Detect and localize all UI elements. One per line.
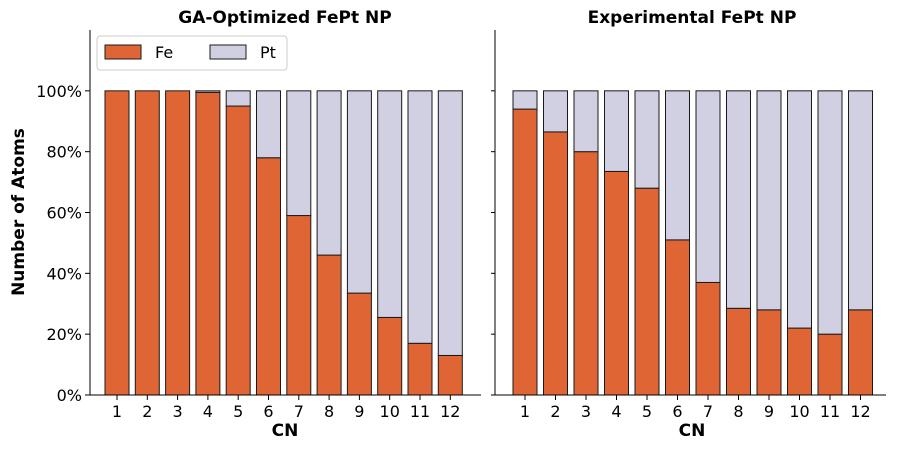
ticks-exp: 1 2 3 4 5 6 7 8 9 10 11 12: [491, 90, 871, 421]
x-tick-label: 12: [440, 402, 460, 421]
y-axis-label: Number of Atoms: [9, 128, 29, 296]
x-tick-label: 5: [233, 402, 243, 421]
bars-ga: [104, 90, 463, 396]
y-tick-label: 40%: [46, 264, 82, 283]
x-tick-label: 4: [203, 402, 213, 421]
x-tick-label: 1: [520, 402, 530, 421]
bar-fe-cn-4: [195, 91, 221, 396]
x-tick-label: 6: [263, 402, 273, 421]
bar-pt-cn-4: [195, 90, 221, 93]
bar-pt-cn-1: [512, 90, 538, 110]
bar-pt-cn-10: [377, 90, 403, 318]
bar-pt-cn-4: [604, 90, 629, 172]
bar-pt-cn-2: [543, 90, 568, 133]
bar-pt-cn-12: [848, 90, 873, 311]
bar-fe-cn-5: [634, 187, 660, 396]
bar-fe-cn-8: [726, 307, 751, 396]
x-axis-label-ga: CN: [272, 421, 299, 441]
bars-exp: [512, 90, 873, 396]
axes-ga: [89, 30, 481, 396]
bar-fe-cn-12: [848, 309, 873, 396]
panel-experimental: Experimental FePt NP CN 1 2 3 4 5 6 7 8 9 10 11 12: [491, 8, 886, 441]
x-tick-label: 9: [764, 402, 774, 421]
x-tick-label: 5: [642, 402, 652, 421]
legend: Fe Pt: [96, 35, 288, 71]
x-tick-label: 3: [581, 402, 591, 421]
chart-title-ga: GA-Optimized FePt NP: [178, 8, 391, 28]
x-tick-label: 6: [672, 402, 682, 421]
x-tick-label: 3: [173, 402, 183, 421]
x-tick-label: 12: [850, 402, 870, 421]
y-tick-label: 80%: [46, 143, 82, 162]
bar-fe-cn-4: [604, 170, 629, 396]
x-tick-label: 8: [324, 402, 334, 421]
legend-label-fe: Fe: [155, 43, 173, 62]
chart-title-exp: Experimental FePt NP: [588, 8, 797, 28]
bar-pt-cn-6: [665, 90, 690, 241]
y-tick-label: 20%: [46, 325, 82, 344]
bar-fe-cn-9: [756, 309, 782, 396]
bar-pt-cn-11: [817, 90, 843, 335]
bar-fe-cn-12: [437, 354, 463, 396]
bar-pt-cn-10: [787, 90, 812, 329]
bar-fe-cn-3: [165, 90, 191, 396]
bar-pt-cn-8: [316, 90, 342, 256]
panel-ga-optimized: GA-Optimized FePt NP Number of Atoms CN …: [9, 8, 481, 441]
bar-fe-cn-7: [286, 215, 312, 396]
bar-pt-cn-7: [695, 90, 721, 283]
bar-fe-cn-11: [407, 342, 433, 396]
x-axis-label-exp: CN: [679, 421, 706, 441]
bar-fe-cn-11: [817, 333, 843, 396]
bar-fe-cn-1: [104, 90, 130, 396]
legend-swatch-fe: [104, 44, 142, 60]
bar-fe-cn-7: [695, 281, 721, 396]
x-tick-label: 10: [789, 402, 809, 421]
bar-pt-cn-7: [286, 90, 312, 217]
legend-swatch-pt: [209, 44, 247, 60]
x-tick-label: 1: [112, 402, 122, 421]
x-tick-label: 2: [142, 402, 152, 421]
bar-fe-cn-10: [377, 316, 403, 396]
bar-pt-cn-3: [573, 90, 599, 153]
bar-fe-cn-6: [665, 239, 690, 396]
bar-fe-cn-6: [256, 157, 281, 396]
bar-pt-cn-9: [756, 90, 782, 311]
axes-exp: [494, 30, 886, 396]
legend-label-pt: Pt: [260, 43, 276, 62]
x-tick-label: 9: [354, 402, 364, 421]
bar-pt-cn-5: [225, 90, 251, 107]
x-tick-label: 11: [820, 402, 840, 421]
bar-pt-cn-12: [437, 90, 463, 356]
x-tick-label: 2: [550, 402, 560, 421]
bar-fe-cn-2: [134, 90, 160, 396]
x-tick-label: 4: [611, 402, 621, 421]
bar-fe-cn-8: [316, 254, 342, 396]
bar-fe-cn-1: [512, 108, 538, 396]
bar-fe-cn-2: [543, 131, 568, 396]
x-tick-label: 11: [410, 402, 430, 421]
bar-fe-cn-3: [573, 151, 599, 396]
bar-pt-cn-8: [726, 90, 751, 309]
ticks-ga: 1 2 3 4 5 6 7 8 9 10 11 120%20%40%60%80%100%: [36, 82, 460, 421]
bar-fe-cn-9: [346, 292, 372, 396]
x-tick-label: 7: [294, 402, 304, 421]
bar-fe-cn-5: [225, 105, 251, 396]
x-tick-label: 8: [733, 402, 743, 421]
x-tick-label: 7: [703, 402, 713, 421]
bar-pt-cn-5: [634, 90, 660, 189]
y-tick-label: 0%: [57, 386, 82, 405]
bar-pt-cn-9: [346, 90, 372, 294]
bar-pt-cn-6: [256, 90, 281, 159]
bar-pt-cn-11: [407, 90, 433, 344]
y-tick-label: 60%: [46, 204, 82, 223]
y-tick-label: 100%: [36, 82, 82, 101]
x-tick-label: 10: [380, 402, 400, 421]
bar-fe-cn-10: [787, 327, 812, 396]
